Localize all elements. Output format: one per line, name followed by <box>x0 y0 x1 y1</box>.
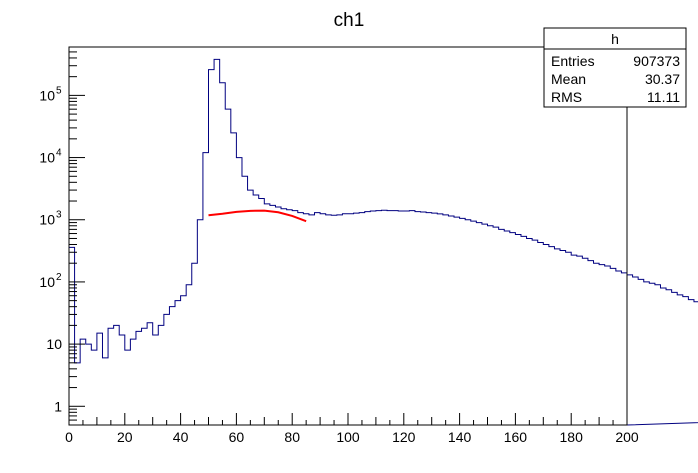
fit-curve <box>208 209 307 223</box>
stats-box-frame <box>543 27 687 108</box>
stats-label-rms: RMS <box>551 89 582 105</box>
x-tick-label: 180 <box>560 429 584 445</box>
x-tick-label: 20 <box>117 429 133 445</box>
fit-layer <box>208 209 307 223</box>
y-tick-exponent: 5 <box>56 85 62 96</box>
x-tick-label: 40 <box>173 429 189 445</box>
x-tick-label: 100 <box>336 429 360 445</box>
x-tick-label: 0 <box>65 429 73 445</box>
stats-value-rms: 11.11 <box>647 89 680 105</box>
y-tick-exponent: 3 <box>56 210 62 221</box>
x-tick-label: 140 <box>448 429 472 445</box>
x-tick-label: 60 <box>229 429 245 445</box>
y-tick-label: 10 <box>46 336 62 352</box>
histogram-layer <box>68 58 698 426</box>
plot-frame <box>68 46 628 426</box>
stats-value-entries: 907373 <box>633 53 680 69</box>
stats-label-mean: Mean <box>551 71 586 87</box>
y-tick-label: 10 <box>39 212 55 228</box>
y-tick-label: 10 <box>39 274 55 290</box>
stats-value-mean: 30.37 <box>645 71 680 87</box>
y-tick-label: 1 <box>54 398 62 414</box>
x-tick-label: 120 <box>392 429 416 445</box>
x-tick-label: 160 <box>504 429 528 445</box>
stats-title: h <box>611 31 619 47</box>
axes-layer <box>68 46 628 426</box>
y-tick-exponent: 4 <box>56 148 62 159</box>
stats-box: h Entries 907373 Mean 30.37 RMS 11.11 <box>543 27 687 108</box>
chart-title: ch1 <box>334 10 365 31</box>
histogram-series <box>68 58 698 426</box>
y-tick-label: 10 <box>39 150 55 166</box>
x-tick-label: 200 <box>615 429 639 445</box>
y-tick-exponent: 2 <box>56 272 62 283</box>
stats-label-entries: Entries <box>551 53 595 69</box>
y-tick-label: 10 <box>39 87 55 103</box>
x-tick-label: 80 <box>284 429 300 445</box>
